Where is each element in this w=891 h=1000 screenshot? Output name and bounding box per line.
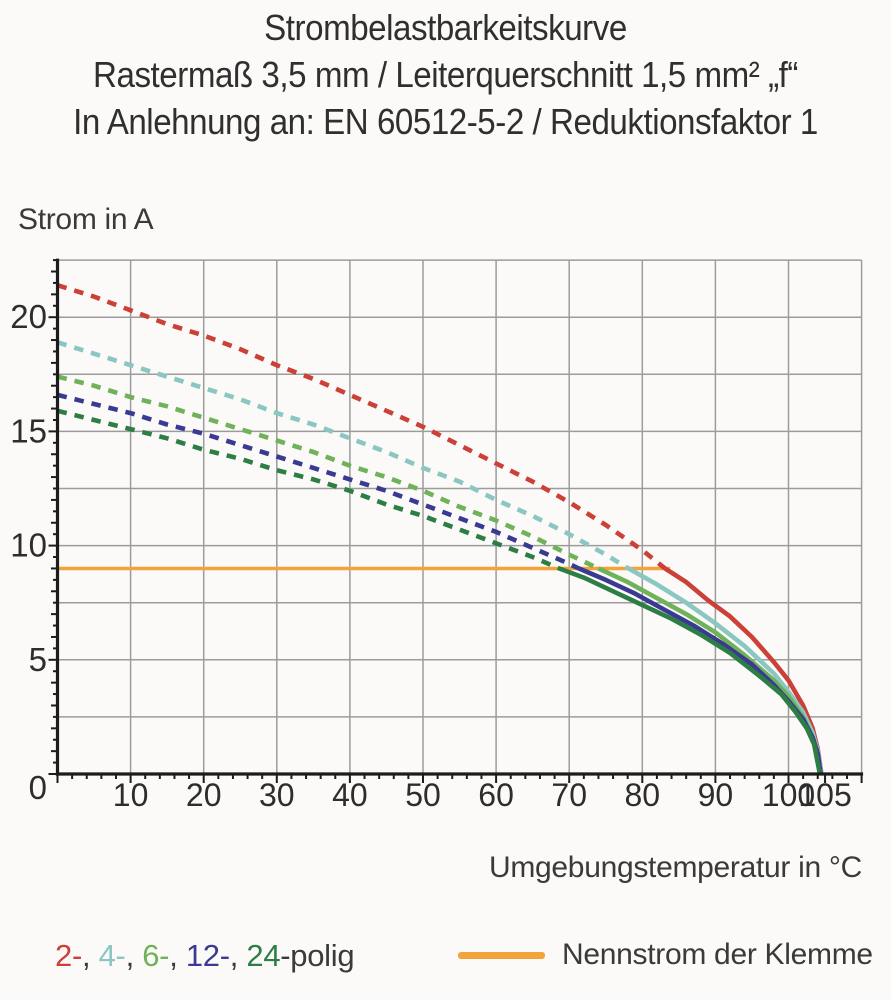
svg-text:20: 20 xyxy=(10,298,47,335)
x-axis-title: Umgebungstemperatur in °C xyxy=(488,851,862,884)
title-line-2: Rastermaß 3,5 mm / Leiterquerschnitt 1,5… xyxy=(93,54,798,95)
legend-part: 24 xyxy=(246,938,281,973)
svg-text:80: 80 xyxy=(625,777,661,813)
svg-text:20: 20 xyxy=(186,777,222,813)
svg-text:50: 50 xyxy=(405,777,441,813)
legend-part: , xyxy=(81,938,99,973)
axes xyxy=(55,258,864,776)
legend-part: 4- xyxy=(98,938,126,973)
svg-text:90: 90 xyxy=(698,777,734,813)
series-4-polig xyxy=(56,340,824,775)
chart-title: Strombelastbarkeitskurve Rastermaß 3,5 m… xyxy=(36,4,856,145)
rated-current-swatch xyxy=(458,951,545,959)
svg-text:10: 10 xyxy=(113,777,149,813)
rated-current-label: Nennstrom der Klemme xyxy=(562,938,873,971)
grid-lines xyxy=(57,259,863,774)
legend-part: , xyxy=(169,938,186,973)
svg-text:100: 100 xyxy=(762,777,815,813)
series-legend: 2-, 4-, 6-, 12-, 24-polig xyxy=(55,938,355,974)
legend-part: , xyxy=(125,938,143,973)
svg-text:5: 5 xyxy=(29,641,47,678)
svg-text:70: 70 xyxy=(551,777,587,813)
rated-current-legend: Nennstrom der Klemme xyxy=(458,938,873,972)
legend-part: 2- xyxy=(55,938,82,973)
legend-part: , xyxy=(229,938,247,973)
y-axis-title: Strom in A xyxy=(18,203,154,236)
svg-text:15: 15 xyxy=(10,412,47,449)
svg-text:0: 0 xyxy=(29,769,47,806)
axis-ticks xyxy=(48,259,863,783)
title-line-1: Strombelastbarkeitskurve xyxy=(264,7,627,48)
series-24-polig xyxy=(56,408,823,775)
title-line-3: In Anlehnung an: EN 60512-5-2 / Reduktio… xyxy=(73,101,818,142)
series-2-polig xyxy=(56,283,824,775)
legend-part: 12- xyxy=(185,938,230,973)
svg-text:105: 105 xyxy=(798,777,851,813)
svg-text:10: 10 xyxy=(10,527,47,564)
legend-part: -polig xyxy=(280,938,355,973)
svg-text:40: 40 xyxy=(332,777,368,813)
legend-part: 6- xyxy=(142,938,170,973)
svg-text:60: 60 xyxy=(478,777,514,813)
svg-text:30: 30 xyxy=(259,777,295,813)
